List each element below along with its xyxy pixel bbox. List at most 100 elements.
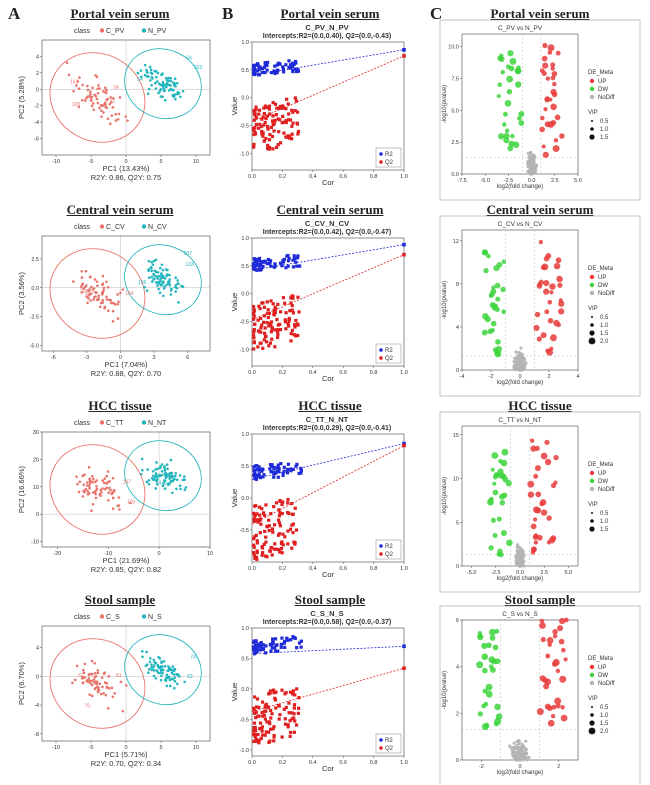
x-tick-label: -7.5	[457, 178, 466, 184]
pca-point-control	[89, 99, 93, 102]
pca-point-case	[161, 274, 165, 278]
r2-point	[255, 464, 259, 468]
pca-point-case	[156, 277, 160, 280]
q2-point	[289, 339, 293, 343]
pca-point-case	[174, 290, 178, 293]
legend-dot-r2	[379, 738, 383, 742]
r2-point	[255, 647, 259, 651]
r2-point	[279, 642, 283, 646]
q2-original-point	[402, 666, 406, 671]
pca-point-control	[105, 298, 109, 301]
r2-point	[281, 471, 285, 475]
pca-point-case	[160, 73, 163, 77]
legend-vip-label: 1.5	[600, 721, 609, 727]
volcano-point-dw	[489, 635, 496, 641]
legend-label-case: N_S	[148, 614, 162, 621]
q2-point	[274, 307, 278, 311]
r2-point	[285, 636, 289, 640]
volcano-point-up	[551, 71, 558, 77]
ellipse-case	[124, 634, 202, 706]
volcano-point-dw	[510, 133, 515, 139]
r2-point	[255, 648, 259, 652]
q2-point	[290, 303, 294, 308]
pca-point-control	[107, 499, 110, 502]
legend-de-label-up: UP	[598, 665, 606, 671]
pca-point-control	[116, 293, 119, 296]
y-axis-label: PC2 (16.66%)	[17, 465, 26, 513]
q2-point	[258, 307, 262, 311]
legend-label-r2: R2	[385, 544, 393, 550]
q2-point	[252, 739, 256, 744]
volcano-point-up	[546, 515, 552, 521]
volcano-point-up	[552, 81, 557, 87]
q2-point	[252, 347, 256, 351]
pca-point-control	[84, 97, 88, 100]
legend-dot-r2	[379, 348, 383, 352]
r2-point	[265, 68, 269, 72]
pca-point-control	[101, 685, 104, 689]
q2-point	[295, 687, 299, 691]
volcano-point-dw	[497, 548, 503, 554]
row-title-a-0: Portal vein serum	[70, 6, 170, 21]
pca-point-case	[152, 259, 156, 263]
pca-point-control	[102, 90, 105, 93]
pca-point-case	[156, 475, 159, 478]
r2-point	[296, 254, 300, 258]
r2-point	[268, 463, 273, 467]
q2-point	[258, 122, 262, 126]
pca-point-control	[88, 477, 91, 481]
volcano-point-nodiff	[515, 758, 519, 762]
volcano-point-up	[554, 114, 561, 121]
r2-point	[262, 473, 266, 477]
volcano-point-up	[545, 348, 551, 354]
volcano-point-nodiff	[516, 365, 520, 369]
q2-point	[273, 305, 277, 309]
q2-point	[261, 714, 265, 718]
r2-point	[287, 59, 291, 63]
volcano-point-nodiff	[517, 350, 521, 355]
pca-point-case	[165, 283, 168, 287]
pca-point-case	[152, 664, 156, 667]
x-tick-label: 0.2	[279, 370, 287, 376]
pca-point-control	[80, 99, 84, 102]
volcano-point-dw	[506, 539, 513, 547]
y-tick-label: -0.5	[240, 717, 249, 723]
pca-point-case	[178, 474, 182, 477]
q2-point	[267, 312, 272, 316]
volcano-point-up	[547, 44, 555, 52]
q2-point	[262, 338, 266, 342]
volcano-point-up	[555, 668, 561, 674]
volcano-point-dw	[496, 516, 502, 522]
legend-de-dot-dw	[589, 86, 595, 92]
pca-point-case	[168, 482, 172, 485]
r2-point	[293, 59, 298, 64]
x-tick-label: 0.0	[248, 370, 256, 376]
pca-point-control	[96, 690, 100, 694]
pca-point-control	[82, 671, 86, 675]
x-axis-label: PC1 (7.04%)	[105, 360, 148, 369]
legend-de-label-nodiff: NoDiff	[598, 291, 615, 297]
volcano-point-nodiff	[527, 159, 531, 163]
q2-point	[271, 530, 275, 534]
volcano-point-up	[555, 257, 562, 264]
x-tick-label: 0.8	[370, 174, 378, 180]
pca-point-case	[172, 81, 175, 85]
pca-point-control	[95, 280, 99, 283]
r2-point	[262, 65, 267, 69]
pca-point-control	[87, 492, 91, 495]
volcano-point-up	[549, 283, 556, 290]
y-axis-label: PC2 (5.28%)	[17, 76, 26, 119]
r2-point	[275, 68, 280, 72]
pca-point-control	[80, 270, 84, 273]
pca-point-control	[81, 495, 85, 498]
volcano-point-up	[560, 714, 568, 722]
volcano-point-nodiff	[522, 746, 526, 750]
pca-point-control	[112, 96, 115, 100]
volcano-point-up	[553, 454, 559, 461]
r2-point	[261, 264, 265, 269]
x-tick-label: 1.0	[400, 760, 408, 766]
legend-vip-label: 0.5	[600, 119, 609, 125]
x-tick-label: -5	[89, 745, 94, 751]
legend-de-label-dw: DW	[598, 673, 608, 679]
pca-point-case	[172, 478, 175, 481]
